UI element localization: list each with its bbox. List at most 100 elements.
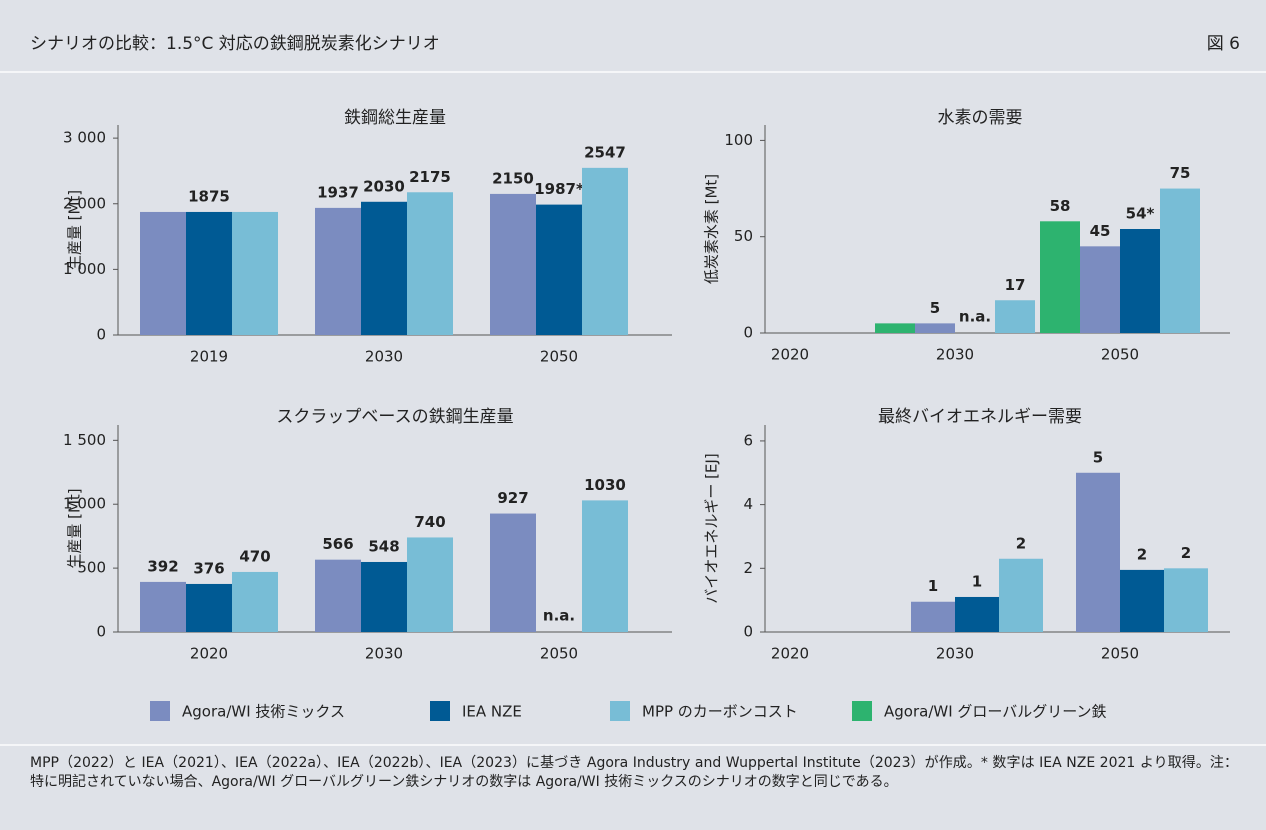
data-label: 1 — [928, 577, 938, 595]
data-label: 2547 — [584, 143, 626, 161]
y-tick-label: 1 000 — [63, 495, 106, 513]
data-label: 470 — [239, 547, 270, 565]
bar — [875, 323, 915, 333]
data-label: 58 — [1050, 197, 1071, 215]
legend-swatch — [610, 701, 630, 721]
bar — [1164, 568, 1208, 632]
data-label: 5 — [1093, 448, 1103, 466]
y-tick-label: 50 — [734, 227, 753, 245]
y-tick-label: 4 — [743, 495, 753, 513]
bar — [915, 323, 955, 333]
y-tick-label: 2 000 — [63, 194, 106, 212]
data-label: 1937 — [317, 183, 359, 201]
data-label: 17 — [1005, 276, 1026, 294]
data-label: 548 — [368, 537, 399, 555]
legend-label: MPP のカーボンコスト — [642, 703, 798, 721]
y-tick-label: 0 — [96, 623, 106, 641]
charts: シナリオの比較：1.5°C 対応の鉄鋼脱炭素化シナリオ 図 6 鉄鋼総生産量生産… — [0, 34, 1266, 746]
y-tick-label: 0 — [743, 623, 753, 641]
bar — [999, 558, 1043, 632]
bar — [955, 596, 999, 632]
data-label: 5 — [930, 299, 940, 317]
y-tick-label: 1 500 — [63, 431, 106, 449]
bar — [315, 559, 361, 632]
bar — [232, 571, 278, 632]
x-tick-label: 2019 — [190, 348, 228, 366]
legend-label: Agora/WI グローバルグリーン鉄 — [884, 703, 1107, 721]
x-tick-label: 2050 — [540, 645, 578, 663]
data-label: 740 — [414, 513, 445, 531]
data-label: n.a. — [543, 607, 575, 625]
bar — [361, 201, 407, 335]
bar — [1080, 246, 1120, 333]
x-tick-label: 2030 — [936, 346, 974, 364]
data-label: 2 — [1181, 544, 1191, 562]
chart-title: スクラップベースの鉄鋼生産量 — [276, 407, 513, 427]
y-axis-label: 低炭素水素 [Mt] — [703, 174, 721, 284]
y-tick-label: 0 — [743, 324, 753, 342]
bar — [1076, 472, 1120, 632]
y-axis-label: 生産量 [Mt] — [66, 190, 84, 270]
bar — [315, 207, 361, 335]
y-tick-label: 100 — [724, 131, 753, 149]
bar — [361, 561, 407, 632]
data-label: 1987* — [534, 180, 584, 198]
x-tick-label: 2030 — [365, 348, 403, 366]
data-label: 1875 — [188, 187, 230, 205]
data-label: 2 — [1137, 545, 1147, 563]
data-label: 1030 — [584, 476, 626, 494]
data-label: 2030 — [363, 177, 405, 195]
data-label: 1 — [972, 572, 982, 590]
bar — [186, 211, 232, 335]
data-label: 45 — [1090, 222, 1111, 240]
x-tick-label: 2050 — [1101, 346, 1139, 364]
x-tick-label: 2020 — [190, 645, 228, 663]
figure-title: シナリオの比較：1.5°C 対応の鉄鋼脱炭素化シナリオ — [30, 34, 440, 54]
bar — [1040, 221, 1080, 333]
x-tick-label: 2030 — [936, 645, 974, 663]
x-tick-label: 2050 — [540, 348, 578, 366]
data-label: 2 — [1016, 534, 1026, 552]
figure-number: 図 6 — [1207, 34, 1240, 54]
x-tick-label: 2020 — [771, 346, 809, 364]
bar — [407, 192, 453, 335]
footer-note: MPP（2022）と IEA（2021）、IEA（2022a）、IEA（2022… — [30, 755, 1238, 790]
legend-swatch — [430, 701, 450, 721]
bar — [407, 537, 453, 632]
legend-label: IEA NZE — [462, 703, 522, 721]
bar — [582, 167, 628, 335]
bar — [582, 500, 628, 632]
data-label: 75 — [1170, 164, 1191, 182]
y-axis-label: バイオエネルギー [EJ] — [703, 453, 721, 603]
bar — [1120, 569, 1164, 632]
chart-title: 鉄鋼総生産量 — [344, 108, 446, 128]
bar — [1120, 229, 1160, 333]
data-label: 927 — [497, 489, 528, 507]
bar — [140, 211, 186, 335]
y-tick-label: 500 — [77, 559, 106, 577]
data-label: 2175 — [409, 168, 451, 186]
x-tick-label: 2030 — [365, 645, 403, 663]
bar — [232, 211, 278, 335]
chart-title: 最終バイオエネルギー需要 — [878, 407, 1082, 427]
y-tick-label: 6 — [743, 431, 753, 449]
bar — [536, 204, 582, 335]
y-tick-label: 2 — [743, 559, 753, 577]
chart-title: 水素の需要 — [938, 108, 1023, 128]
x-tick-label: 2050 — [1101, 645, 1139, 663]
data-label: 392 — [147, 557, 178, 575]
bar — [1160, 188, 1200, 333]
y-tick-label: 1 000 — [63, 260, 106, 278]
legend-label: Agora/WI 技術ミックス — [182, 703, 345, 721]
bar — [911, 601, 955, 632]
y-axis-label: 生産量 [Mt] — [66, 488, 84, 568]
y-tick-label: 3 000 — [63, 129, 106, 147]
bar — [490, 193, 536, 335]
data-label: 376 — [193, 559, 224, 577]
bar — [995, 300, 1035, 333]
bar — [140, 581, 186, 632]
bar — [490, 513, 536, 632]
data-label: 2150 — [492, 169, 534, 187]
bar — [186, 583, 232, 632]
